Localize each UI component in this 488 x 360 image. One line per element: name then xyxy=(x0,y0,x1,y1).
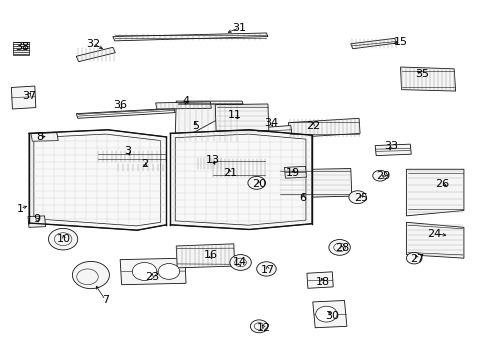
Polygon shape xyxy=(13,41,29,55)
Text: 26: 26 xyxy=(434,179,448,189)
Polygon shape xyxy=(76,47,115,62)
Text: 8: 8 xyxy=(36,132,43,142)
Polygon shape xyxy=(306,272,332,288)
Polygon shape xyxy=(76,108,175,118)
Text: 20: 20 xyxy=(251,179,265,189)
Text: 16: 16 xyxy=(203,250,217,260)
Circle shape xyxy=(132,262,157,280)
Text: 29: 29 xyxy=(376,171,390,181)
Polygon shape xyxy=(120,258,185,285)
Text: 4: 4 xyxy=(182,96,189,106)
Circle shape xyxy=(158,264,179,279)
Polygon shape xyxy=(350,39,396,49)
Text: 33: 33 xyxy=(383,141,397,151)
Text: 38: 38 xyxy=(16,42,30,52)
Circle shape xyxy=(229,255,251,270)
Text: 31: 31 xyxy=(232,23,246,33)
Text: 37: 37 xyxy=(22,91,36,101)
Text: 21: 21 xyxy=(223,168,237,178)
Polygon shape xyxy=(97,150,166,163)
Polygon shape xyxy=(31,133,58,141)
Polygon shape xyxy=(406,169,463,216)
Text: 28: 28 xyxy=(334,243,348,253)
Polygon shape xyxy=(176,244,234,268)
Polygon shape xyxy=(170,130,311,229)
Polygon shape xyxy=(29,130,166,230)
Polygon shape xyxy=(400,67,455,91)
Polygon shape xyxy=(156,102,211,109)
Text: 9: 9 xyxy=(34,215,41,224)
Circle shape xyxy=(247,176,265,189)
Circle shape xyxy=(328,239,349,255)
Text: 17: 17 xyxy=(260,265,274,275)
Text: 3: 3 xyxy=(124,146,131,156)
Text: 15: 15 xyxy=(393,37,407,47)
Text: 19: 19 xyxy=(285,168,300,178)
Circle shape xyxy=(348,191,366,204)
Circle shape xyxy=(315,306,336,322)
Text: 27: 27 xyxy=(409,254,424,264)
Text: 1: 1 xyxy=(17,204,23,214)
Polygon shape xyxy=(256,126,291,136)
Polygon shape xyxy=(196,158,222,169)
Text: 10: 10 xyxy=(57,234,71,244)
Text: 12: 12 xyxy=(256,323,270,333)
Text: 18: 18 xyxy=(315,277,329,287)
Circle shape xyxy=(250,320,267,333)
Text: 13: 13 xyxy=(205,155,219,165)
Polygon shape xyxy=(288,118,359,138)
Text: 22: 22 xyxy=(305,121,319,131)
Text: 36: 36 xyxy=(113,100,127,110)
Polygon shape xyxy=(113,33,267,41)
Polygon shape xyxy=(175,101,243,141)
Text: 2: 2 xyxy=(141,159,148,169)
Polygon shape xyxy=(277,168,351,198)
Circle shape xyxy=(372,170,386,181)
Circle shape xyxy=(256,262,276,276)
Polygon shape xyxy=(211,158,265,178)
Text: 6: 6 xyxy=(299,193,306,203)
Text: 7: 7 xyxy=(102,295,109,305)
Polygon shape xyxy=(117,163,163,172)
Text: 5: 5 xyxy=(192,121,199,131)
Text: 11: 11 xyxy=(227,111,241,121)
Text: 30: 30 xyxy=(325,311,339,321)
Text: 23: 23 xyxy=(144,272,159,282)
Polygon shape xyxy=(406,222,463,258)
Circle shape xyxy=(48,228,78,250)
Text: 25: 25 xyxy=(354,193,368,203)
Polygon shape xyxy=(312,301,346,328)
Circle shape xyxy=(406,252,421,264)
Polygon shape xyxy=(215,104,268,134)
Polygon shape xyxy=(11,86,36,109)
Polygon shape xyxy=(374,144,410,156)
Text: 14: 14 xyxy=(232,257,246,267)
Polygon shape xyxy=(28,216,45,227)
Text: 24: 24 xyxy=(427,229,441,239)
Text: 34: 34 xyxy=(264,118,278,128)
Circle shape xyxy=(72,261,109,289)
Text: 35: 35 xyxy=(415,69,428,79)
Text: 32: 32 xyxy=(86,39,100,49)
Polygon shape xyxy=(284,166,306,178)
